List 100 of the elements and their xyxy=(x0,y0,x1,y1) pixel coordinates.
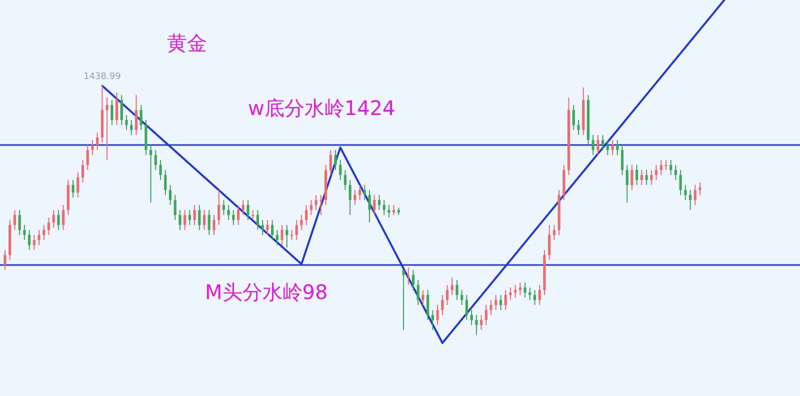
candlestick xyxy=(358,184,362,200)
candlestick xyxy=(115,92,118,126)
candlestick xyxy=(246,200,250,220)
candlestick xyxy=(252,210,254,220)
candlestick xyxy=(694,184,696,206)
candlestick xyxy=(96,132,99,150)
candlestick xyxy=(596,134,600,156)
candlestick xyxy=(295,220,298,240)
candlestick xyxy=(533,290,536,306)
candlestick xyxy=(441,294,444,316)
candlestick xyxy=(688,190,692,210)
candlestick xyxy=(159,160,162,180)
candlestick xyxy=(670,160,672,176)
candlestick xyxy=(373,194,376,216)
candlestick xyxy=(38,230,40,246)
candlestick xyxy=(548,224,551,260)
candlestick xyxy=(120,94,123,126)
candlestick xyxy=(412,270,415,290)
candlestick xyxy=(450,277,454,296)
annotation: 1438.99 xyxy=(84,72,122,82)
candlestick xyxy=(222,200,226,216)
candlestick xyxy=(62,204,65,230)
candlestick xyxy=(524,282,526,298)
candlestick xyxy=(178,210,182,230)
candlestick xyxy=(261,220,264,236)
candlestick xyxy=(456,280,458,300)
candlestick xyxy=(460,290,464,306)
candlestick xyxy=(577,120,580,136)
candlestick xyxy=(314,194,318,210)
candlestick xyxy=(125,114,128,130)
candlestick xyxy=(227,204,230,220)
candlestick xyxy=(300,214,303,230)
candlestick xyxy=(645,170,648,186)
candlestick xyxy=(150,144,152,203)
candlestick xyxy=(674,164,677,180)
candlestick xyxy=(616,140,619,156)
candlestick xyxy=(140,104,142,130)
candlestick xyxy=(47,217,50,236)
candlestick xyxy=(382,200,386,216)
candlestick xyxy=(446,284,449,306)
candlestick xyxy=(480,314,483,330)
candlestick xyxy=(72,180,74,198)
candlestick xyxy=(168,184,172,206)
candlestick xyxy=(538,284,541,306)
candlestick xyxy=(232,210,235,226)
candlestick xyxy=(514,284,517,298)
candlestick xyxy=(475,314,478,336)
candlestick xyxy=(626,164,628,203)
candlestick xyxy=(184,210,186,230)
candlestick xyxy=(348,180,352,216)
candlestick xyxy=(276,230,278,246)
candlestick xyxy=(18,210,21,236)
candlestick xyxy=(664,160,668,170)
candlestick xyxy=(23,224,26,240)
candlestick xyxy=(188,210,191,226)
candlestick xyxy=(218,190,220,226)
candlestick xyxy=(329,150,332,176)
candlestick xyxy=(416,280,420,306)
candlestick xyxy=(134,94,138,136)
candlestick xyxy=(344,170,347,190)
candlestick xyxy=(236,204,240,226)
chart-title: 黄金 xyxy=(167,31,207,55)
candlestick xyxy=(490,300,492,316)
candlestick xyxy=(280,224,284,246)
candlestick xyxy=(684,184,687,200)
candlestick xyxy=(202,210,206,230)
candlestick xyxy=(339,160,342,180)
candlestick xyxy=(164,170,167,196)
candlestick xyxy=(154,150,157,170)
candlestick xyxy=(660,160,662,176)
candlestick xyxy=(86,144,89,170)
candlestick xyxy=(465,294,468,320)
candlestick xyxy=(388,204,390,218)
candlestick xyxy=(212,214,216,236)
candlestick xyxy=(28,230,31,250)
candlestick xyxy=(354,190,356,206)
candlestick xyxy=(552,224,556,240)
candlestick xyxy=(110,100,114,126)
candlestick xyxy=(402,270,405,330)
candlestick xyxy=(422,290,424,306)
candlestick xyxy=(654,164,658,180)
candlestick xyxy=(266,220,269,236)
candlestick xyxy=(4,250,6,270)
candlestick xyxy=(650,170,653,186)
candlestick xyxy=(611,140,614,156)
candlestick xyxy=(407,267,410,286)
candlestick xyxy=(198,204,201,230)
candlestick xyxy=(620,144,624,176)
candlestick xyxy=(630,164,634,190)
candlestick xyxy=(499,294,502,310)
candlestick xyxy=(52,210,55,228)
candlestick xyxy=(106,97,108,160)
candlestick xyxy=(193,204,196,226)
ref-line-label: M头分水岭98 xyxy=(205,280,328,304)
candlestick xyxy=(286,224,288,248)
candlestick xyxy=(130,120,133,136)
candlestick xyxy=(368,190,371,223)
candlestick xyxy=(426,290,430,320)
candlestick xyxy=(13,210,16,230)
candlestick xyxy=(256,210,260,230)
